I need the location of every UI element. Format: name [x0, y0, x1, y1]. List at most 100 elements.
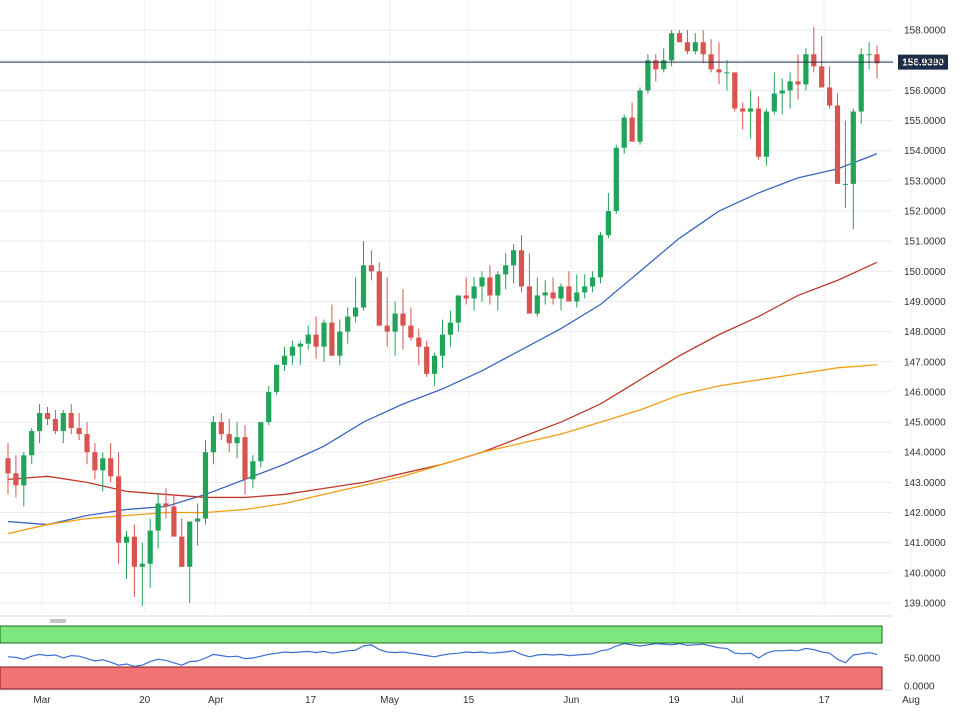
candle	[819, 36, 825, 88]
candle	[368, 250, 374, 281]
candle-body	[827, 87, 833, 106]
candle	[250, 455, 256, 489]
moving-average-lines	[7, 153, 878, 535]
overbought-zone	[0, 625, 883, 644]
candle-body	[526, 286, 532, 314]
candle	[52, 410, 58, 435]
price-tick-label: 154.0000	[904, 146, 946, 157]
candle	[542, 280, 548, 305]
candle-body	[613, 147, 619, 212]
candle	[187, 521, 193, 603]
price-tick-label: 145.0000	[904, 418, 946, 429]
candle	[700, 30, 706, 64]
candle-body	[392, 313, 398, 332]
candle-body	[408, 325, 414, 338]
candle	[258, 422, 264, 468]
candle	[834, 93, 841, 184]
candle-body	[558, 286, 564, 299]
price-tick-label: 156.0000	[904, 86, 946, 97]
price-pane[interactable]	[0, 0, 892, 612]
candle	[392, 301, 398, 356]
candle	[76, 413, 82, 441]
candle	[605, 192, 611, 239]
oscillator-axis: 50.0000 0.0000	[904, 654, 941, 693]
price-grid	[0, 0, 912, 612]
candle	[487, 265, 493, 305]
candle	[321, 319, 327, 362]
candle-body	[740, 108, 746, 112]
candle-body	[811, 54, 817, 67]
candle	[155, 494, 161, 549]
candle	[274, 364, 280, 395]
candle	[329, 304, 335, 356]
price-tick-label: 148.0000	[904, 327, 946, 338]
candle-body	[360, 265, 367, 308]
candle	[92, 443, 98, 480]
candle-body	[645, 60, 651, 91]
time-tick-label: Jun	[563, 695, 579, 706]
candle-body	[108, 458, 114, 477]
price-tick-label: 147.0000	[904, 357, 946, 368]
candle	[29, 428, 35, 465]
candle	[60, 410, 66, 444]
candle	[550, 277, 556, 305]
candle-body	[771, 93, 777, 112]
candle-body	[787, 81, 793, 91]
candle-body	[763, 111, 769, 157]
candle	[803, 48, 809, 91]
candle	[558, 283, 564, 311]
candle-body	[274, 364, 280, 392]
candle-body	[100, 458, 106, 471]
candle-body	[416, 337, 422, 347]
candle-body	[684, 42, 690, 52]
candle	[763, 108, 769, 166]
candle-body	[195, 518, 201, 522]
candle-body	[297, 343, 303, 347]
candle	[353, 277, 359, 323]
candle-body	[732, 72, 738, 109]
candle	[676, 30, 683, 43]
candle	[748, 90, 754, 139]
price-tick-label: 151.0000	[904, 237, 946, 248]
time-tick-label: Jul	[731, 695, 744, 706]
candle	[376, 262, 382, 326]
candle	[479, 271, 485, 302]
candle-body	[5, 458, 11, 474]
candle	[740, 102, 746, 130]
candle-body	[321, 322, 327, 347]
candle	[827, 66, 833, 109]
candle	[163, 488, 169, 519]
candle-body	[337, 331, 343, 356]
current-price-label: 156.9390	[902, 58, 944, 69]
candle-body	[218, 422, 224, 435]
time-tick-label: 15	[463, 695, 475, 706]
candle	[503, 253, 509, 290]
candle-body	[842, 183, 848, 185]
candle-body	[44, 413, 51, 420]
candle-body	[819, 66, 825, 88]
candle	[210, 416, 216, 465]
candle	[842, 120, 848, 209]
candle	[787, 72, 793, 109]
candle-body	[755, 108, 762, 157]
candle	[21, 452, 27, 507]
time-axis: Mar 20 Apr 17 May 15 Jun 19 Jul 17 Aug	[33, 695, 920, 706]
candle-body	[479, 277, 485, 287]
price-tick-label: 155.0000	[904, 116, 946, 127]
candle	[811, 27, 817, 73]
candle	[518, 235, 525, 293]
candle	[621, 114, 627, 154]
candle	[716, 42, 722, 85]
candle-body	[92, 452, 98, 471]
candle	[597, 232, 604, 284]
candle	[360, 241, 367, 311]
candle-body	[716, 69, 722, 73]
candle	[116, 452, 122, 564]
candle-body	[266, 391, 272, 423]
price-tick-label: 146.0000	[904, 387, 946, 398]
time-tick-label: May	[380, 695, 399, 706]
candle-body	[463, 295, 469, 299]
price-tick-label: 150.0000	[904, 267, 946, 278]
candle-body	[171, 506, 177, 537]
candle-body	[439, 334, 446, 356]
